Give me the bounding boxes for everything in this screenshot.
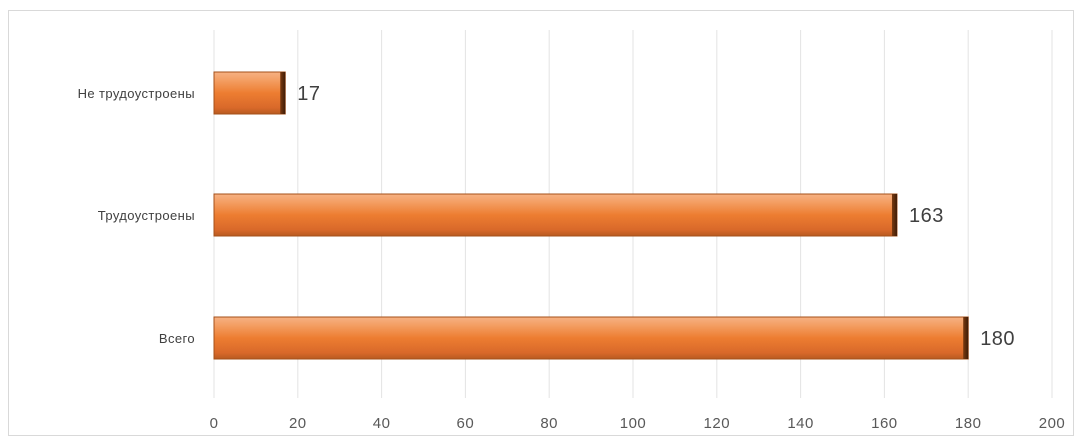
data-labels: 17 163 180 [297, 83, 1015, 350]
x-tick-label: 100 [620, 415, 647, 432]
x-tick-label: 180 [955, 415, 982, 432]
data-label: 180 [980, 328, 1015, 350]
bar [213, 193, 898, 237]
x-tick-label: 0 [210, 415, 219, 432]
data-label: 17 [297, 83, 320, 105]
x-tick-labels: 0 20 40 60 80 100 120 140 160 180 200 [210, 415, 1066, 432]
x-tick-label: 200 [1039, 415, 1066, 432]
x-tick-label: 120 [704, 415, 731, 432]
category-label: Не трудоустроены [78, 86, 195, 101]
category-labels: Не трудоустроены Трудоустроены Всего [78, 86, 195, 346]
bar-end-cap [280, 72, 286, 114]
category-label: Всего [159, 331, 195, 346]
bar [213, 71, 286, 115]
bar-end-cap [891, 194, 897, 236]
x-tick-label: 20 [289, 415, 307, 432]
x-tick-label: 140 [787, 415, 814, 432]
data-label: 163 [909, 205, 944, 227]
x-tick-label: 160 [871, 415, 898, 432]
x-tick-label: 80 [540, 415, 558, 432]
bar-end-cap [963, 317, 969, 359]
x-tick-label: 60 [457, 415, 475, 432]
bars [213, 71, 969, 360]
category-label: Трудоустроены [98, 208, 195, 223]
x-tick-label: 40 [373, 415, 391, 432]
bar [213, 316, 969, 360]
